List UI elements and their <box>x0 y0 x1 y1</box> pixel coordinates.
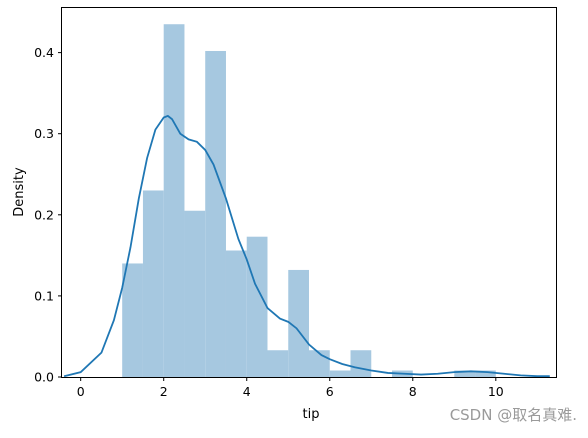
histogram-bar <box>267 350 289 377</box>
histogram-bar <box>350 350 372 377</box>
histogram-bar <box>225 250 247 377</box>
y-tick-label: 0.3 <box>34 126 54 141</box>
histogram-bar <box>454 370 476 377</box>
y-axis-label: Density <box>12 167 27 217</box>
x-axis-ticks: 0 2 4 6 8 10 <box>77 377 504 399</box>
histogram-bar <box>205 50 226 377</box>
kde-curve <box>63 114 550 378</box>
y-axis-ticks: 0.0 0.1 0.2 0.3 0.4 <box>34 45 62 385</box>
y-tick-label: 0.2 <box>34 207 54 222</box>
histogram-bar <box>329 370 351 377</box>
x-tick-label: 8 <box>409 384 417 399</box>
y-tick-label: 0.0 <box>34 370 54 385</box>
x-tick-label: 4 <box>243 384 251 399</box>
histogram-bar <box>246 236 268 377</box>
histogram-bar <box>142 190 164 377</box>
y-tick-label: 0.1 <box>34 288 54 303</box>
histogram-bar <box>475 370 496 377</box>
y-tick-label: 0.4 <box>34 45 54 60</box>
histogram-bar <box>288 269 309 377</box>
x-tick-label: 6 <box>326 384 334 399</box>
histogram-bar <box>163 24 185 377</box>
histogram-bar <box>184 210 206 377</box>
x-tick-label: 10 <box>488 384 504 399</box>
watermark-text: CSDN @取名真难. <box>450 406 577 424</box>
x-tick-label: 2 <box>160 384 168 399</box>
histogram-bars <box>122 24 496 377</box>
plot-frame <box>61 7 557 378</box>
x-tick-label: 0 <box>77 384 85 399</box>
x-axis-label: tip <box>303 407 320 422</box>
histogram-bar <box>122 263 143 377</box>
